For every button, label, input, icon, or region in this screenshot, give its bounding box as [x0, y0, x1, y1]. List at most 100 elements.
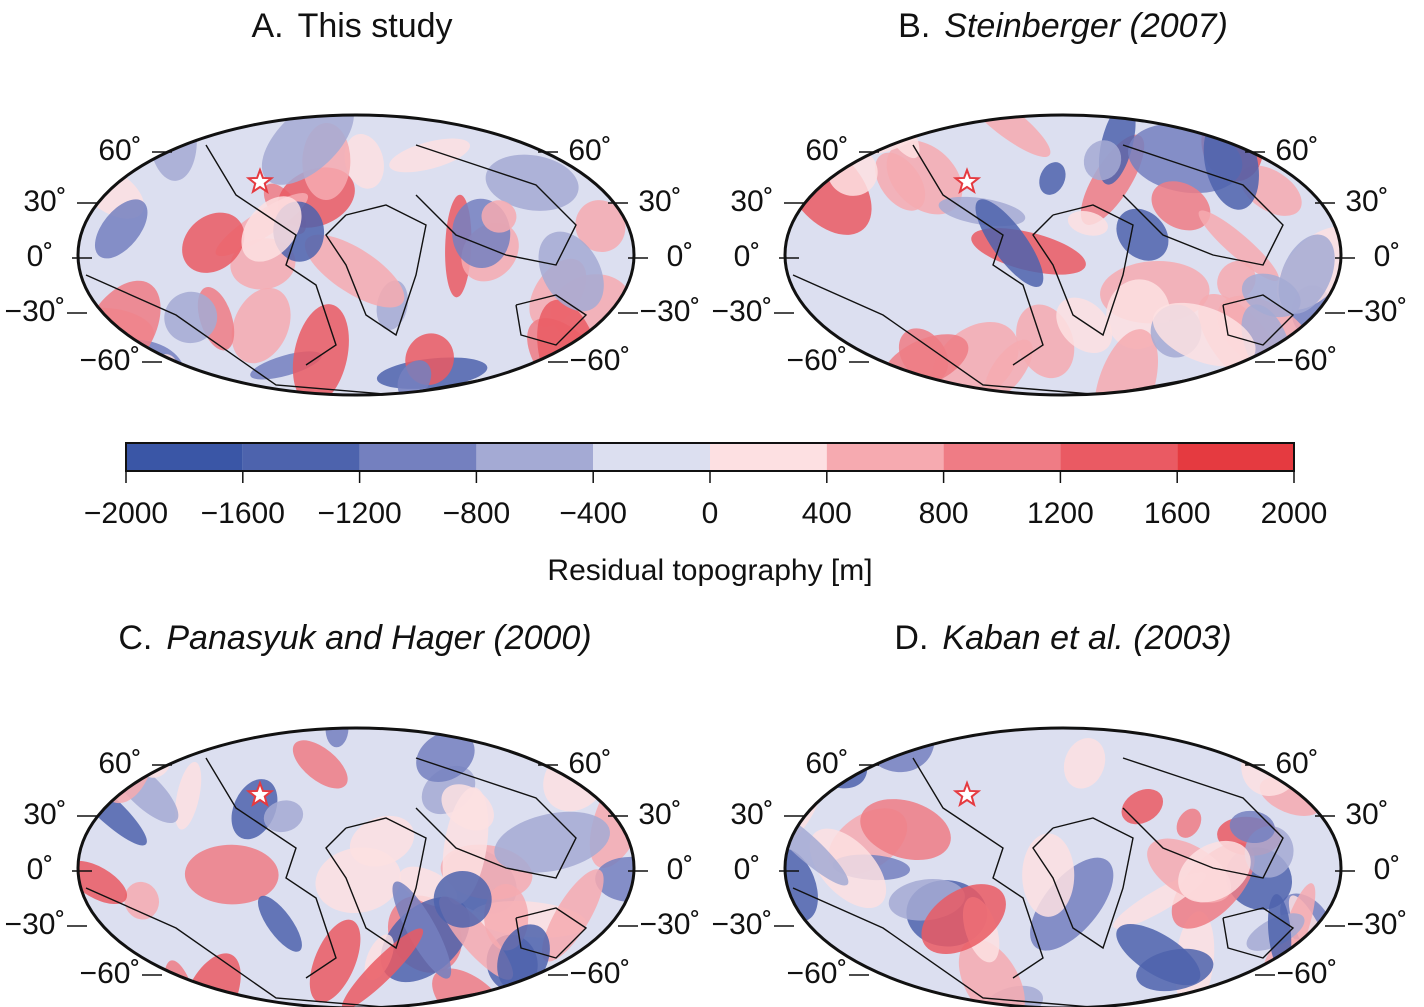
lat-label: −30˚: [1347, 295, 1408, 328]
map-blob: [921, 884, 1006, 955]
lat-label: 30˚: [638, 185, 681, 218]
coastline: [1222, 907, 1295, 959]
map-frame: [76, 726, 636, 1007]
map-frame: [783, 113, 1343, 397]
coastline: [1032, 204, 1134, 337]
map-blob: [344, 134, 384, 189]
lat-label: 0˚: [667, 853, 694, 886]
map-blob: [481, 200, 517, 233]
map-frame: [76, 113, 636, 397]
map-blob: [541, 869, 604, 962]
lat-label: 60˚: [805, 134, 848, 167]
panel-letter: B.: [898, 7, 930, 45]
map-blob: [389, 138, 471, 173]
map-blob: [1039, 162, 1066, 195]
lat-label: −30˚: [5, 295, 66, 328]
map-blob: [1152, 302, 1256, 367]
colorbar-tick-label: −1200: [317, 497, 401, 530]
map-blob: [94, 199, 148, 259]
colorbar-swatch: [476, 443, 594, 471]
map-blob: [241, 196, 302, 262]
lat-label: 30˚: [638, 798, 681, 831]
map-blob: [538, 231, 604, 312]
lat-label: −60˚: [570, 957, 631, 990]
panel-letter: A.: [251, 7, 283, 45]
map-blob: [1178, 840, 1251, 903]
coastline: [1032, 817, 1134, 950]
panel-title-text: Kaban et al. (2003): [942, 619, 1231, 657]
colorbar-swatch: [359, 443, 477, 471]
lat-label: 30˚: [1345, 185, 1388, 218]
map-blob: [1121, 789, 1164, 825]
map: [785, 115, 1341, 395]
map-blob: [575, 200, 626, 253]
map-blob: [341, 928, 424, 1007]
map-blob: [184, 844, 279, 905]
map-frame: [783, 726, 1343, 1007]
lat-label: 0˚: [27, 240, 54, 273]
station-star: [952, 780, 982, 808]
coastline: [1122, 757, 1284, 879]
coastline: [515, 294, 588, 346]
coastline: [325, 817, 427, 950]
lat-label: −30˚: [1347, 908, 1408, 941]
station-star: [245, 167, 275, 195]
colorbar-swatch: [593, 443, 710, 471]
map-blob: [292, 740, 348, 789]
map-blob: [1116, 208, 1169, 261]
panel-title: A. This study: [251, 7, 452, 45]
colorbar-swatch: [826, 443, 944, 471]
lat-label: 60˚: [1275, 747, 1318, 780]
lat-label: −30˚: [5, 908, 66, 941]
lat-label: 30˚: [23, 185, 66, 218]
lat-label: 0˚: [1374, 240, 1401, 273]
colorbar-tick-label: −400: [559, 497, 627, 530]
coastline: [325, 204, 427, 337]
colorbar-tick-label: −1600: [201, 497, 285, 530]
panel-title: D. Kaban et al. (2003): [894, 619, 1231, 657]
colorbar-tick-label: 0: [702, 497, 719, 530]
lat-label: 0˚: [1374, 853, 1401, 886]
map-blob: [1198, 210, 1279, 282]
map-blob: [809, 828, 887, 909]
colorbar-label: Residual topography [m]: [547, 554, 872, 587]
map-blob: [1063, 738, 1106, 789]
map-blob: [1083, 140, 1122, 181]
colorbar-tick-label: −2000: [84, 497, 168, 530]
map-blob: [1030, 857, 1114, 951]
station-star: [952, 167, 982, 195]
lat-label: 60˚: [568, 134, 611, 167]
station-star: [245, 780, 275, 808]
map-blob: [961, 115, 1051, 157]
map-blob: [485, 154, 579, 211]
colorbar-swatch: [1060, 443, 1178, 471]
lat-label: 60˚: [98, 134, 141, 167]
colorbar-swatch: [242, 443, 360, 471]
map-blob: [1056, 297, 1113, 353]
lat-label: −60˚: [80, 957, 141, 990]
map-blob: [1224, 978, 1259, 1007]
coastline: [1122, 144, 1284, 266]
panel-title-text: Steinberger (2007): [944, 7, 1228, 45]
coastline: [205, 144, 337, 366]
lat-label: −60˚: [570, 344, 631, 377]
map-blob: [785, 848, 818, 922]
lat-label: −30˚: [712, 295, 773, 328]
lat-label: −60˚: [787, 344, 848, 377]
map-blob: [441, 784, 494, 831]
lat-label: 0˚: [667, 240, 694, 273]
colorbar-swatch: [126, 443, 243, 471]
colorbar-swatch: [710, 443, 827, 471]
map-blob: [175, 761, 202, 830]
map-blob: [263, 800, 304, 833]
map-blob: [1241, 273, 1301, 318]
panel-title-text: This study: [298, 7, 453, 45]
lat-label: 60˚: [568, 747, 611, 780]
colorbar-tick-label: 1200: [1027, 497, 1094, 530]
panel-title-text: Panasyuk and Hager (2000): [166, 619, 591, 657]
panel-letter: D.: [894, 619, 928, 657]
map-blob: [309, 919, 361, 1003]
coastline: [205, 757, 337, 979]
map-blob: [785, 805, 849, 886]
